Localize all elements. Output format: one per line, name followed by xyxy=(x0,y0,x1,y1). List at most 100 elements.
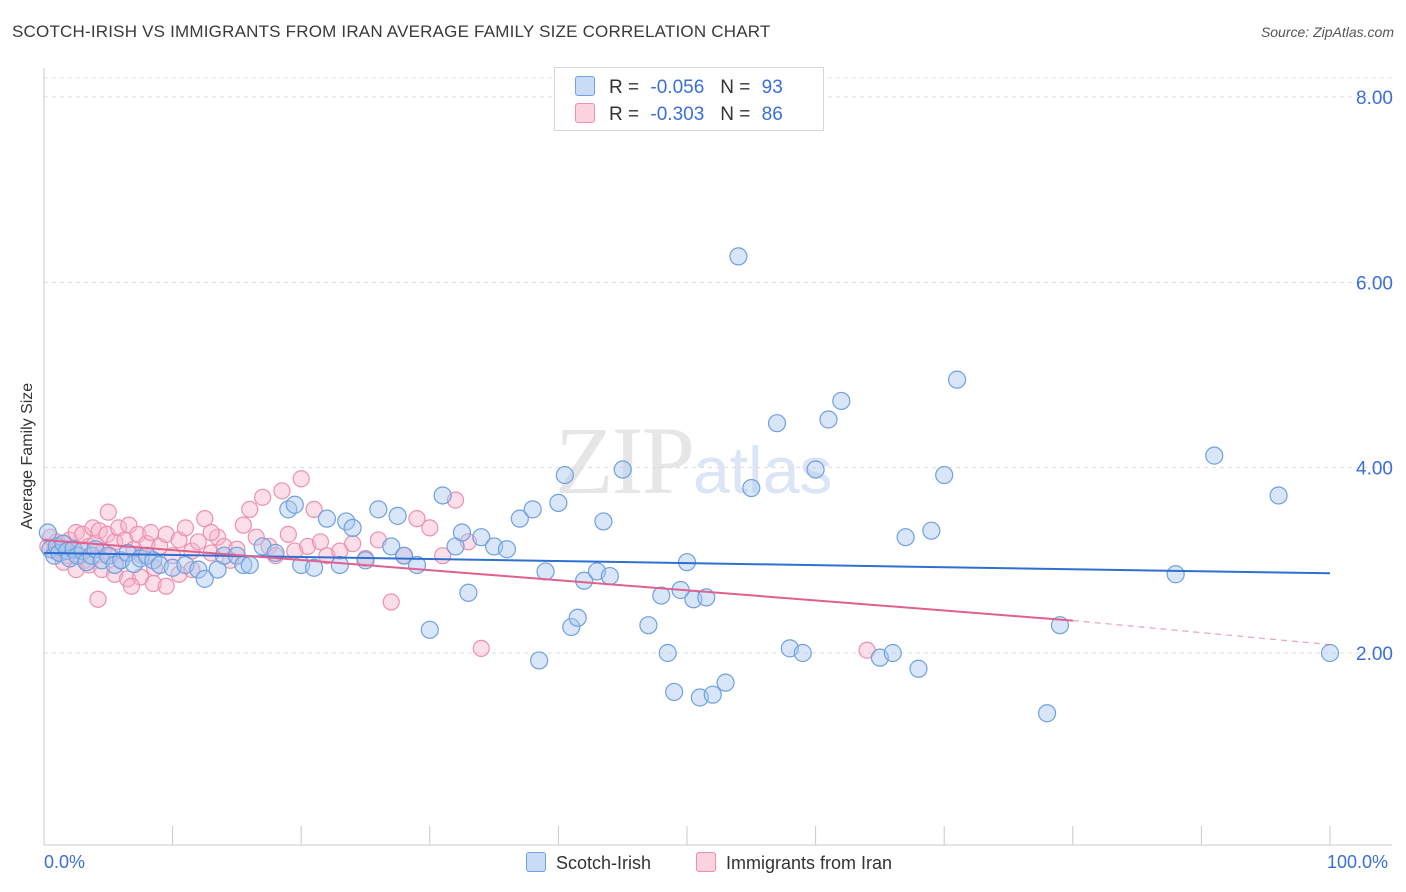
iran-point xyxy=(305,500,323,518)
scotch-irish-point xyxy=(832,391,851,411)
iran-points xyxy=(39,470,876,659)
bottom-legend-scotch-irish: Scotch-Irish xyxy=(526,852,651,874)
scotch-irish-point xyxy=(1269,486,1288,505)
trend-lines xyxy=(43,538,1331,646)
axes xyxy=(43,68,1392,846)
scotch-irish-point xyxy=(613,460,632,479)
y-axis-label: Average Family Size xyxy=(19,382,36,530)
iran-point xyxy=(241,500,259,518)
iran-point xyxy=(120,516,138,534)
scotch-irish-point xyxy=(716,673,735,692)
scotch-irish-point xyxy=(1050,616,1070,635)
iran-point xyxy=(260,537,278,556)
bottom-legend-label: Scotch-Irish xyxy=(556,853,652,873)
iran-point xyxy=(157,525,175,543)
legend-n-label: N = xyxy=(720,104,751,125)
scotch-irish-point xyxy=(909,659,928,678)
scotch-irish-point xyxy=(459,583,478,602)
legend-r-label: R = xyxy=(609,77,640,98)
bottom-legend-label: Immigrants from Iran xyxy=(726,853,893,873)
iran-point xyxy=(176,519,195,537)
scotch-irish-point xyxy=(304,558,324,577)
iran-point xyxy=(157,577,175,595)
scotch-irish-point xyxy=(497,540,517,559)
scotch-irish-point xyxy=(639,616,658,635)
scotch-irish-point xyxy=(510,509,529,528)
iran-point xyxy=(344,535,362,553)
scotch-irish-point xyxy=(935,465,954,485)
iran-trend-line xyxy=(43,538,1073,622)
scotch-irish-point xyxy=(369,500,388,519)
legend-r-value: -0.056 xyxy=(650,77,705,98)
scotch-irish-point xyxy=(806,460,825,479)
scotch-irish-point xyxy=(433,486,452,505)
legend-n-value: 86 xyxy=(761,104,783,125)
watermark-atlas: atlas xyxy=(693,433,833,507)
iran-point xyxy=(189,533,207,551)
legend-r-label: R = xyxy=(609,104,640,125)
scotch-irish-point xyxy=(472,528,491,547)
scotch-irish-points xyxy=(38,247,1340,723)
iran-point xyxy=(196,510,214,528)
iran-point xyxy=(472,639,490,657)
legend-n-value: 93 xyxy=(761,77,783,98)
scotch-irish-point xyxy=(317,509,337,528)
scotch-irish-point xyxy=(1205,446,1224,465)
scotch-irish-point xyxy=(896,528,915,547)
watermark-zip: ZIP xyxy=(555,407,695,514)
iran-point xyxy=(234,516,252,534)
scotch-irish-point xyxy=(793,643,812,663)
scotch-irish-point xyxy=(555,465,574,485)
scotch-irish-point xyxy=(600,566,619,586)
y-tick-label: 2.00 xyxy=(1356,644,1393,665)
iran-point xyxy=(331,542,349,560)
scotch-irish-point xyxy=(947,370,967,389)
scotch-irish-point xyxy=(1166,565,1185,584)
scotch-irish-point xyxy=(665,682,684,702)
iran-point xyxy=(170,565,188,583)
scotch-irish-point xyxy=(742,478,761,498)
scotch-irish-point xyxy=(330,555,349,575)
scotch-irish-point xyxy=(1320,643,1340,663)
iran-point xyxy=(247,528,265,546)
iran-point xyxy=(292,470,310,488)
scotch-irish-point xyxy=(703,685,722,704)
iran-point xyxy=(299,537,317,556)
x-tick-min: 0.0% xyxy=(44,852,86,872)
scotch-irish-point xyxy=(452,523,472,542)
y-tick-label: 6.00 xyxy=(1356,273,1393,294)
scotch-irish-point xyxy=(195,569,214,588)
scotch-irish-point xyxy=(382,537,401,556)
scotch-irish-point xyxy=(530,651,549,670)
iran-point xyxy=(99,503,117,521)
scotch-irish-point xyxy=(394,546,414,565)
scotch-irish-point xyxy=(189,560,208,579)
scotch-irish-point xyxy=(523,500,542,519)
iran-point xyxy=(311,533,330,551)
chart-title: SCOTCH-IRISH VS IMMIGRANTS FROM IRAN AVE… xyxy=(12,22,771,41)
iran-point xyxy=(144,574,162,593)
iran-point xyxy=(254,488,272,506)
iran-point xyxy=(142,523,160,542)
scotch-irish-point xyxy=(883,643,902,663)
scotch-irish-point xyxy=(337,512,356,531)
scotch-irish-point xyxy=(1037,704,1057,723)
source-label: Source: ZipAtlas.com xyxy=(1260,24,1394,40)
scotch-irish-point xyxy=(652,586,671,605)
y-tick-label: 4.00 xyxy=(1356,459,1393,480)
scotch-irish-point xyxy=(568,608,587,627)
x-tick-max: 100.0% xyxy=(1327,852,1389,872)
scotch-irish-point xyxy=(729,247,748,266)
scotch-irish-point xyxy=(536,562,555,581)
legend-n-label: N = xyxy=(720,77,751,98)
bottom-legend-iran: Immigrants from Iran xyxy=(696,852,892,874)
iran-point xyxy=(129,525,147,543)
scotch-irish-point xyxy=(658,643,677,663)
legend-row-scotch-irish: R = -0.056 N = 93 xyxy=(575,76,783,98)
scotch-irish-point xyxy=(819,410,838,429)
scotch-irish-point xyxy=(240,555,259,575)
legend-r-value: -0.303 xyxy=(650,104,705,125)
scotch-irish-point xyxy=(343,518,362,538)
scotch-irish-point xyxy=(562,617,581,637)
